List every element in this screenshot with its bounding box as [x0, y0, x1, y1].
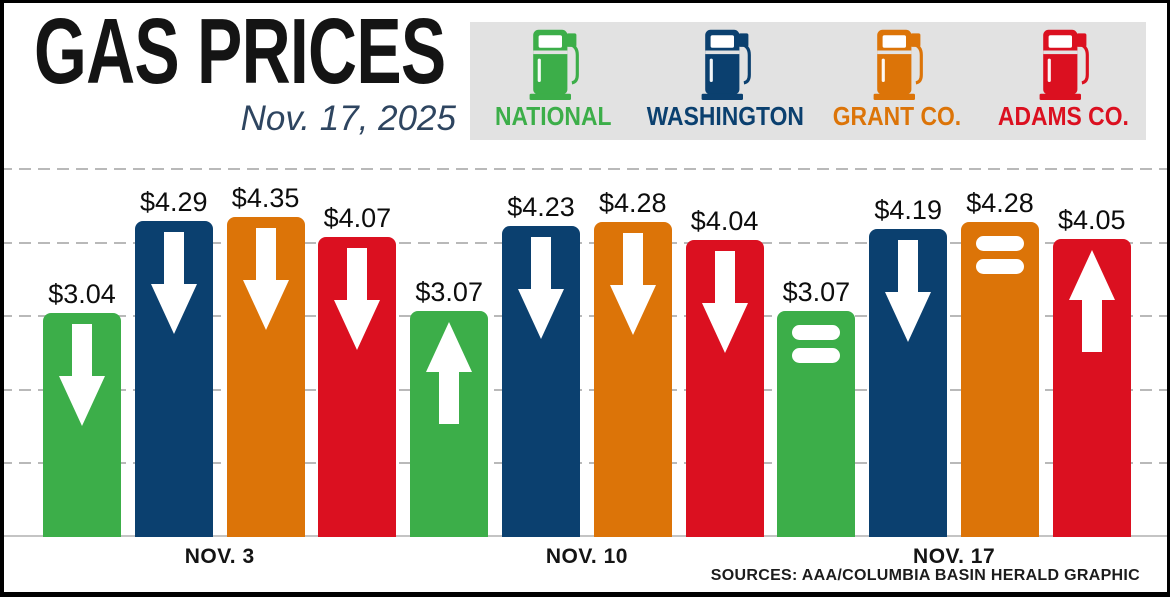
gridline	[0, 462, 1170, 465]
legend-label: ADAMS CO.	[997, 101, 1129, 131]
price-value-label: $4.07	[323, 203, 392, 234]
price-bar-adams-co-nov-10	[685, 239, 764, 537]
down-arrow-icon	[518, 236, 564, 339]
price-value-label: $4.29	[140, 187, 208, 218]
legend-item-grant-co: GRANT CO.	[814, 22, 980, 140]
down-arrow-icon	[150, 232, 197, 335]
price-value-label: $3.07	[782, 277, 851, 308]
price-bar-adams-co-nov-17	[1052, 238, 1131, 537]
gas-pump-icon	[873, 29, 924, 100]
price-value-label: $4.35	[231, 182, 300, 213]
down-arrow-icon	[609, 232, 656, 335]
legend: NATIONAL WASHINGTON	[470, 22, 1146, 140]
legend-label: GRANT CO.	[833, 101, 962, 131]
price-value-label: $3.07	[415, 277, 483, 308]
price-value-label: $4.05	[1058, 204, 1126, 235]
equals-icon	[976, 235, 1024, 274]
date-label: Nov. 17, 2025	[240, 99, 456, 138]
gas-pump-icon	[1039, 29, 1089, 100]
source-credit: SOURCES: AAA/COLUMBIA BASIN HERALD GRAPH…	[710, 567, 1140, 584]
price-bar-washington-nov-17	[869, 228, 948, 537]
down-arrow-icon	[59, 324, 105, 427]
price-bar-washington-nov-3	[134, 221, 213, 537]
price-value-label: $3.04	[48, 279, 116, 310]
price-value-label: $4.28	[966, 187, 1034, 218]
price-bar-washington-nov-10	[502, 225, 580, 537]
price-bar-adams-co-nov-3	[318, 237, 397, 537]
legend-label: WASHINGTON	[646, 101, 804, 131]
up-arrow-icon	[426, 322, 473, 425]
price-bar-national-nov-3	[43, 313, 121, 537]
legend-item-adams-co: ADAMS CO.	[980, 22, 1146, 140]
equals-icon	[792, 325, 841, 364]
gas-pump-icon	[529, 29, 579, 100]
gridline	[0, 241, 1170, 244]
price-bar-national-nov-10	[410, 311, 489, 537]
down-arrow-icon	[885, 239, 932, 342]
price-value-label: $4.23	[507, 191, 575, 222]
down-arrow-icon	[242, 227, 289, 330]
legend-item-national: NATIONAL	[470, 22, 636, 140]
gridline	[0, 168, 1170, 170]
price-bar-national-nov-17	[777, 311, 856, 537]
gridline	[0, 388, 1170, 391]
up-arrow-icon	[1068, 249, 1115, 352]
price-bar-grant-co-nov-10	[593, 221, 672, 537]
down-arrow-icon	[334, 248, 381, 351]
category-label-nov-17: NOV. 17	[913, 545, 996, 568]
down-arrow-icon	[701, 250, 748, 353]
price-value-label: $4.04	[690, 205, 759, 236]
page-title: GAS PRICES	[34, 0, 446, 103]
x-axis-baseline	[0, 535, 1170, 537]
price-value-label: $4.19	[874, 194, 942, 225]
price-bar-grant-co-nov-17	[961, 221, 1039, 537]
price-bar-grant-co-nov-3	[226, 216, 305, 537]
gridline	[0, 315, 1170, 318]
category-label-nov-10: NOV. 10	[545, 545, 628, 568]
legend-item-washington: WASHINGTON	[636, 22, 815, 140]
gas-pump-icon	[701, 29, 751, 100]
legend-label: NATIONAL	[494, 101, 612, 131]
category-label-nov-3: NOV. 3	[184, 545, 255, 568]
price-value-label: $4.28	[599, 187, 667, 218]
